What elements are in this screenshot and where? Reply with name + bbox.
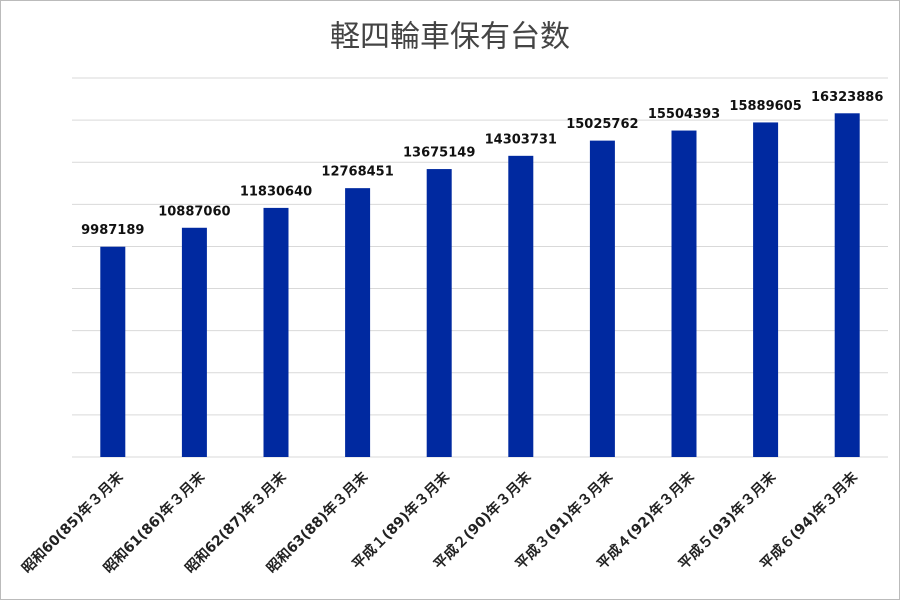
bar: [834, 113, 860, 458]
data-label: 15889605: [729, 99, 801, 114]
bar: [508, 155, 534, 457]
bar: [753, 122, 779, 457]
data-label: 15025762: [566, 117, 638, 132]
data-label: 16323886: [811, 90, 883, 105]
data-label: 14303731: [485, 132, 557, 147]
data-label: 9987189: [81, 223, 144, 238]
data-label: 15504393: [648, 107, 720, 122]
bar: [181, 227, 207, 457]
data-label: 12768451: [321, 165, 393, 180]
bar: [671, 130, 697, 457]
bar: [100, 246, 126, 457]
data-label: 10887060: [158, 204, 230, 219]
data-label: 13675149: [403, 146, 475, 161]
chart-title: 軽四輪車保有台数: [330, 20, 570, 55]
data-label: 11830640: [240, 184, 312, 199]
bar: [426, 169, 452, 457]
bar: [589, 140, 615, 457]
bar: [345, 188, 371, 457]
bar: [263, 207, 289, 457]
